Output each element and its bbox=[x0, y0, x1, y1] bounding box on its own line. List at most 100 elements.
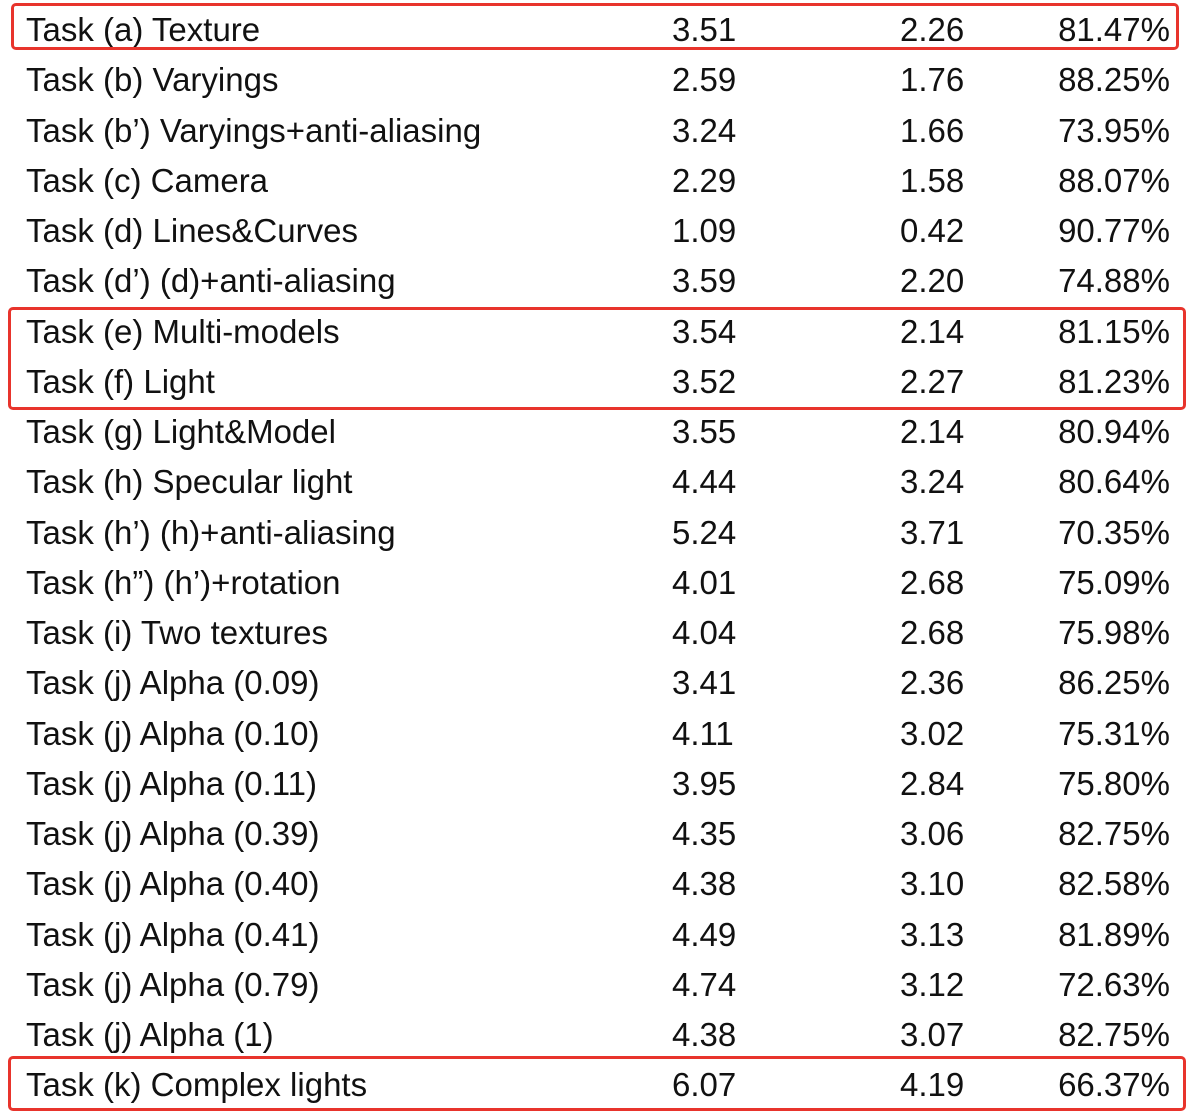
value-col-1: 4.38 bbox=[672, 865, 737, 903]
value-col-2: 1.66 bbox=[900, 111, 965, 149]
value-col-2: 3.07 bbox=[900, 1016, 965, 1053]
value-col-1: 4.49 bbox=[672, 915, 737, 953]
results-table: Task (a) Texture 3.51 2.26 81.47% Task (b) V… bbox=[0, 5, 1194, 1111]
table-row: Task (b’) Varyings+anti-aliasing 3.24 1.66… bbox=[0, 106, 1194, 156]
value-col-1: 3.95 bbox=[672, 764, 737, 802]
task-name: Task (e) Multi-models bbox=[26, 312, 340, 350]
value-col-1: 2.59 bbox=[672, 61, 737, 99]
table-row: Task (j) Alpha (1) 4.38 3.07 82.75% bbox=[0, 1010, 1194, 1060]
percent-value: 81.15% bbox=[1058, 312, 1170, 350]
value-col-1: 4.11 bbox=[672, 714, 734, 752]
value-col-2: 3.12 bbox=[900, 965, 965, 1003]
percent-value: 66.37% bbox=[1058, 1066, 1170, 1104]
value-col-1: 4.01 bbox=[672, 563, 737, 601]
value-col-2: 2.68 bbox=[900, 563, 965, 601]
task-name: Task (j) Alpha (0.09) bbox=[26, 664, 320, 702]
table-row: Task (f) Light 3.52 2.27 81.23% bbox=[0, 357, 1194, 407]
value-col-2: 2.36 bbox=[900, 664, 965, 702]
table-row: Task (d’) (d)+anti-aliasing 3.59 2.20 74.88… bbox=[0, 256, 1194, 306]
value-col-1: 4.38 bbox=[672, 1016, 737, 1053]
task-name: Task (j) Alpha (0.39) bbox=[26, 815, 320, 852]
task-name: Task (j) Alpha (0.41) bbox=[26, 915, 320, 953]
percent-value: 70.35% bbox=[1058, 513, 1170, 551]
task-name: Task (i) Two textures bbox=[26, 614, 328, 651]
value-col-2: 1.58 bbox=[900, 161, 965, 199]
table-row: Task (d) Lines&Curves 1.09 0.42 90.77% bbox=[0, 206, 1194, 256]
percent-value: 80.94% bbox=[1058, 413, 1170, 450]
table-row: Task (b) Varyings 2.59 1.76 88.25% bbox=[0, 55, 1194, 105]
value-col-2: 3.06 bbox=[900, 815, 965, 852]
table-row: Task (j) Alpha (0.41) 4.49 3.13 81.89% bbox=[0, 910, 1194, 960]
percent-value: 75.31% bbox=[1058, 714, 1170, 752]
value-col-1: 2.29 bbox=[672, 161, 737, 199]
task-name: Task (d) Lines&Curves bbox=[26, 212, 358, 249]
value-col-2: 2.14 bbox=[900, 312, 965, 350]
table-row: Task (h”) (h’)+rotation 4.01 2.68 75.09% bbox=[0, 558, 1194, 608]
task-name: Task (j) Alpha (0.10) bbox=[26, 714, 320, 752]
value-col-2: 2.84 bbox=[900, 764, 965, 802]
value-col-2: 3.10 bbox=[900, 865, 965, 903]
percent-value: 88.25% bbox=[1058, 61, 1170, 99]
value-col-2: 2.68 bbox=[900, 614, 965, 651]
percent-value: 73.95% bbox=[1058, 111, 1170, 149]
value-col-1: 3.55 bbox=[672, 413, 737, 450]
value-col-2: 2.26 bbox=[900, 11, 965, 48]
value-col-2: 3.13 bbox=[900, 915, 965, 953]
percent-value: 88.07% bbox=[1058, 161, 1170, 199]
value-col-1: 5.24 bbox=[672, 513, 737, 551]
task-name: Task (b) Varyings bbox=[26, 61, 279, 99]
value-col-1: 3.41 bbox=[672, 664, 737, 702]
percent-value: 82.58% bbox=[1058, 865, 1170, 903]
value-col-1: 4.74 bbox=[672, 965, 737, 1003]
percent-value: 75.09% bbox=[1058, 563, 1170, 601]
table-row: Task (i) Two textures 4.04 2.68 75.98% bbox=[0, 608, 1194, 658]
value-col-1: 3.59 bbox=[672, 262, 737, 300]
table-row: Task (j) Alpha (0.39) 4.35 3.06 82.75% bbox=[0, 809, 1194, 859]
percent-value: 82.75% bbox=[1058, 815, 1170, 852]
value-col-2: 4.19 bbox=[900, 1066, 965, 1104]
table-row: Task (j) Alpha (0.11) 3.95 2.84 75.80% bbox=[0, 759, 1194, 809]
value-col-1: 4.04 bbox=[672, 614, 737, 651]
task-name: Task (h) Specular light bbox=[26, 463, 353, 501]
value-col-2: 2.27 bbox=[900, 362, 965, 400]
percent-value: 80.64% bbox=[1058, 463, 1170, 501]
percent-value: 86.25% bbox=[1058, 664, 1170, 702]
task-name: Task (j) Alpha (0.11) bbox=[26, 764, 318, 802]
table-row: Task (h) Specular light 4.44 3.24 80.64% bbox=[0, 457, 1194, 507]
task-name: Task (b’) Varyings+anti-aliasing bbox=[26, 111, 482, 149]
value-col-1: 6.07 bbox=[672, 1066, 737, 1104]
value-col-2: 2.14 bbox=[900, 413, 965, 450]
value-col-2: 3.71 bbox=[900, 513, 965, 551]
table-row: Task (c) Camera 2.29 1.58 88.07% bbox=[0, 156, 1194, 206]
percent-value: 90.77% bbox=[1058, 212, 1170, 249]
task-name: Task (a) Texture bbox=[26, 11, 261, 48]
value-col-1: 1.09 bbox=[672, 212, 737, 249]
table-row: Task (g) Light&Model 3.55 2.14 80.94% bbox=[0, 407, 1194, 457]
table-row: Task (j) Alpha (0.10) 4.11 3.02 75.31% bbox=[0, 709, 1194, 759]
table-row: Task (j) Alpha (0.40) 4.38 3.10 82.58% bbox=[0, 859, 1194, 909]
value-col-1: 3.52 bbox=[672, 362, 737, 400]
task-name: Task (j) Alpha (1) bbox=[26, 1016, 274, 1053]
value-col-1: 4.44 bbox=[672, 463, 737, 501]
value-col-1: 4.35 bbox=[672, 815, 737, 852]
percent-value: 82.75% bbox=[1058, 1016, 1170, 1053]
value-col-2: 3.02 bbox=[900, 714, 965, 752]
task-name: Task (d’) (d)+anti-aliasing bbox=[26, 262, 396, 300]
table-row: Task (e) Multi-models 3.54 2.14 81.15% bbox=[0, 307, 1194, 357]
value-col-2: 2.20 bbox=[900, 262, 965, 300]
table-row: Task (a) Texture 3.51 2.26 81.47% bbox=[0, 5, 1194, 55]
task-name: Task (h’) (h)+anti-aliasing bbox=[26, 513, 396, 551]
value-col-1: 3.54 bbox=[672, 312, 737, 350]
percent-value: 72.63% bbox=[1058, 965, 1170, 1003]
value-col-1: 3.24 bbox=[672, 111, 737, 149]
value-col-2: 1.76 bbox=[900, 61, 965, 99]
percent-value: 81.23% bbox=[1058, 362, 1170, 400]
percent-value: 81.47% bbox=[1058, 11, 1170, 48]
percent-value: 74.88% bbox=[1058, 262, 1170, 300]
table-row: Task (j) Alpha (0.09) 3.41 2.36 86.25% bbox=[0, 658, 1194, 708]
table-row: Task (k) Complex lights 6.07 4.19 66.37% bbox=[0, 1060, 1194, 1110]
table-row: Task (j) Alpha (0.79) 4.74 3.12 72.63% bbox=[0, 960, 1194, 1010]
value-col-1: 3.51 bbox=[672, 11, 737, 48]
task-name: Task (j) Alpha (0.79) bbox=[26, 965, 320, 1003]
table-row: Task (h’) (h)+anti-aliasing 5.24 3.71 70.35… bbox=[0, 508, 1194, 558]
